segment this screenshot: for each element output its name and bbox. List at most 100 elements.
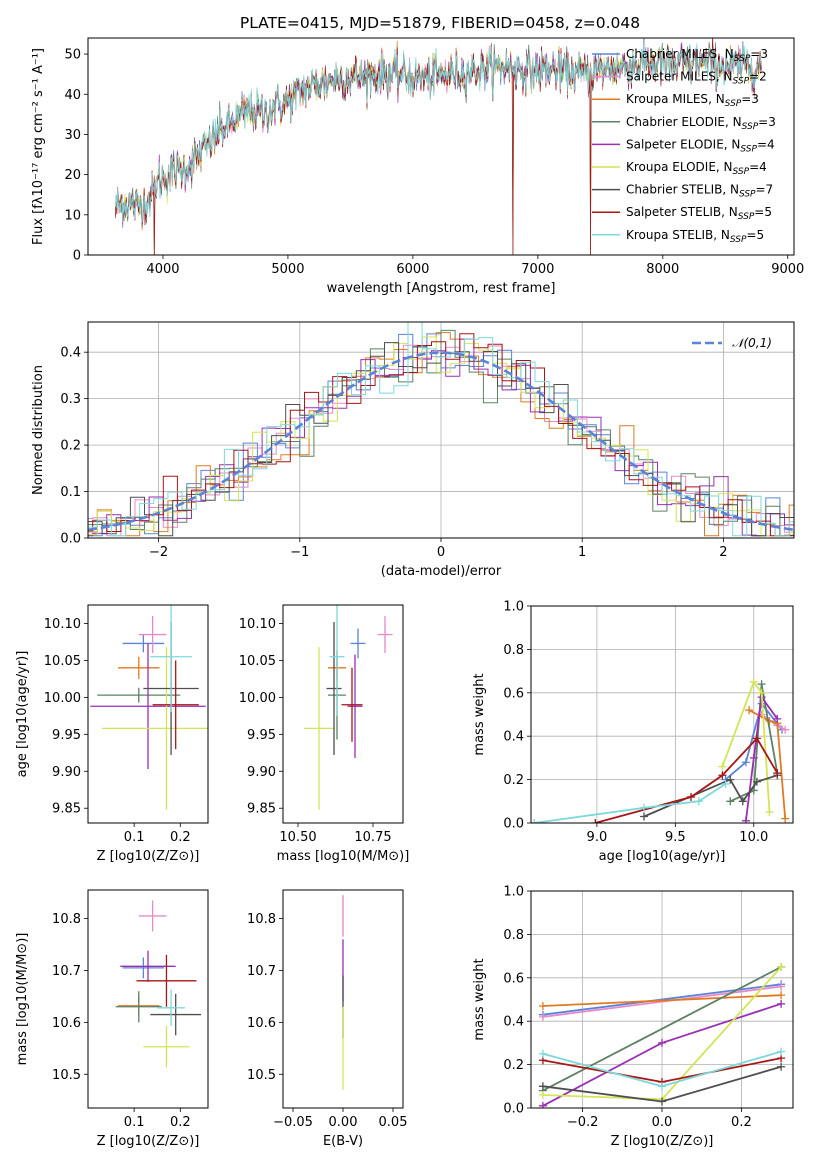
weight-point-marker [781, 814, 790, 823]
y-tick-label: 9.95 [247, 728, 276, 743]
x-axis-label: mass [log10(M/M⊙)] [277, 849, 410, 864]
legend-entry: Chabrier STELIB, NSSP=7 [626, 183, 773, 200]
weight-point-marker [718, 771, 727, 780]
data-point [347, 654, 363, 758]
legend-nssp-prefix: , N [725, 115, 742, 129]
weight-series-line [542, 966, 782, 1092]
data-point [122, 957, 165, 979]
y-tick-label: 20 [64, 168, 81, 183]
weight-point-marker [749, 753, 758, 762]
y-tick-label: 9.85 [247, 802, 276, 817]
axes-frame [87, 321, 795, 539]
legend-nssp-sub: SSP [725, 99, 742, 109]
legend-nssp-prefix: , N [708, 92, 725, 106]
y-tick-label: 10.05 [239, 654, 276, 669]
x-tick-label: 10.50 [279, 830, 316, 845]
legend-model-name: Salpeter MILES [626, 70, 716, 84]
legend-nssp-value: =4 [757, 137, 775, 151]
weight-point-marker [639, 803, 648, 812]
legend-entry: Salpeter ELODIE, NSSP=4 [626, 137, 775, 154]
plot-area [90, 605, 208, 810]
y-tick-label: 10.6 [247, 1016, 276, 1031]
x-axis-label: age [log10(age/yr)] [599, 849, 726, 864]
weight-point-marker [757, 688, 766, 697]
x-tick-label: 0.1 [124, 830, 145, 845]
y-tick-label: 10.7 [247, 964, 276, 979]
data-point [377, 616, 393, 654]
y-tick-label: 1.0 [503, 600, 524, 615]
legend-model-name: Kroupa STELIB [626, 228, 713, 242]
y-tick-label: 10.6 [52, 1016, 81, 1031]
x-tick-label: −2 [149, 545, 168, 560]
age-vs-mass-panel: 10.50 10.75 9.85 9.90 9.95 10.00 10.05 10.10 mas… [239, 604, 410, 864]
x-tick-label: −0.05 [273, 1115, 313, 1130]
y-axis-label: Normed distribution [31, 365, 46, 495]
axes-frame [530, 605, 794, 824]
residual-histogram-panel: −2 −1 0 1 2 0.0 0.1 0.2 0.3 0.4 (data-model)/error… [31, 321, 795, 579]
y-tick-label: 0.8 [503, 928, 524, 943]
weight-point-marker [538, 1012, 547, 1021]
weight-point-marker [773, 714, 782, 723]
age-vs-metallicity-panel: 0.1 0.2 9.85 9.90 9.95 10.00 10.05 10.10 Z [log1… [15, 604, 209, 864]
y-tick-label: 10.00 [44, 691, 81, 706]
x-tick-label: 5000 [271, 262, 304, 277]
y-tick-label: 0.0 [503, 1102, 524, 1117]
data-point [120, 950, 176, 982]
weight-point-marker [538, 1002, 547, 1011]
legend-entry: Kroupa MILES, NSSP=3 [626, 92, 759, 109]
legend-nssp-prefix: , N [717, 47, 734, 61]
data-point [90, 643, 206, 770]
weight-point-marker [538, 1090, 547, 1099]
weight-point-marker [726, 797, 735, 806]
weight-point-marker [726, 775, 735, 784]
data-point [101, 647, 208, 810]
weight-point-marker [741, 758, 750, 767]
weight-point-marker [591, 819, 600, 823]
x-axis-label: Z [log10(Z/Z⊙)] [97, 1134, 200, 1149]
weight-point-marker [741, 816, 750, 823]
legend-nssp-sub: SSP [730, 235, 747, 245]
weight-point-marker [745, 706, 754, 715]
weight-series-line [724, 701, 783, 781]
legend-model-name: Chabrier ELODIE [626, 115, 725, 129]
axes-frame [87, 37, 795, 256]
weight-point-marker [538, 1101, 547, 1108]
y-axis-label: mass weight [472, 673, 487, 755]
histogram-series [88, 329, 794, 537]
y-tick-label: 9.95 [52, 728, 81, 743]
y-tick-label: 0.4 [503, 730, 524, 745]
x-axis-label: E(B-V) [323, 1134, 363, 1149]
y-tick-label: 10.5 [52, 1068, 81, 1083]
y-tick-label: 0.4 [503, 1015, 524, 1030]
axes-frame [282, 604, 404, 824]
axes-frame [87, 604, 209, 824]
legend-nssp-value: =5 [754, 205, 772, 219]
data-point [150, 605, 192, 713]
y-tick-label: 0.2 [503, 773, 524, 788]
x-axis-label: Z [log10(Z/Z⊙)] [97, 849, 200, 864]
y-tick-label: 50 [64, 48, 81, 63]
legend-nssp-sub: SSP [734, 54, 751, 64]
weight-point-marker [752, 777, 761, 786]
weight-series-line [533, 783, 726, 823]
y-tick-label: 9.85 [52, 802, 81, 817]
weight-point-marker [658, 1082, 666, 1091]
weight-point-marker [777, 999, 786, 1008]
plot-area [115, 38, 762, 255]
y-tick-label: 9.90 [247, 765, 276, 780]
mass-vs-extinction-panel: −0.05 0.00 0.05 10.5 10.6 10.7 10.8 E(B-V) [247, 889, 407, 1149]
y-axis-label: Flux [fλ10⁻¹⁷ erg cm⁻² s⁻¹ A⁻¹] [31, 48, 46, 245]
y-axis-label: mass weight [472, 958, 487, 1040]
y-tick-label: 0 [73, 249, 81, 264]
weight-point-marker [765, 808, 774, 817]
legend-nssp-value: =2 [749, 70, 767, 84]
y-axis-label: age [log10(age/yr)] [15, 651, 30, 778]
y-tick-label: 0.3 [60, 392, 81, 407]
legend-nssp-value: =4 [749, 160, 767, 174]
axes-frame [87, 889, 209, 1109]
x-tick-label: 0 [437, 545, 445, 560]
plot-area [304, 605, 393, 810]
legend-model-name: Kroupa ELODIE [626, 160, 716, 174]
